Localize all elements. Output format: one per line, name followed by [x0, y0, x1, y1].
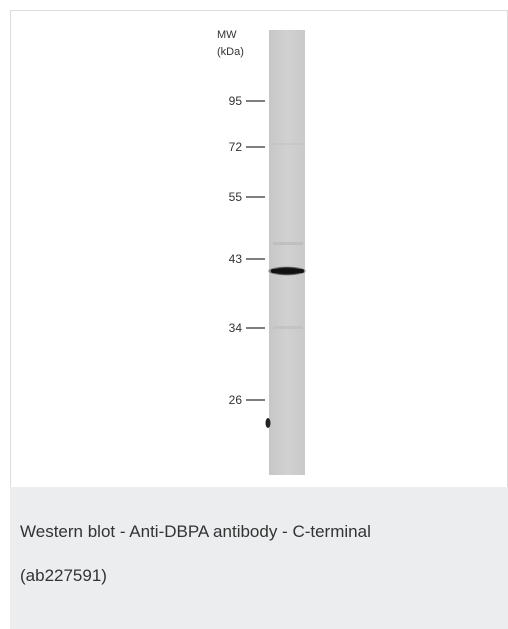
image-caption: Western blot - Anti-DBPA antibody - C-te…	[20, 510, 500, 598]
caption-line-1: Western blot - Anti-DBPA antibody - C-te…	[20, 522, 371, 541]
faint-band	[273, 242, 303, 245]
marker-label: 72	[229, 140, 243, 154]
marker-label: 26	[229, 393, 243, 407]
caption-line-2: (ab227591)	[20, 566, 107, 585]
marker-72: 72	[229, 140, 265, 154]
western-blot-figure: MW (kDa) 95 72 55	[217, 29, 306, 475]
western-blot-image-panel[interactable]: MW (kDa) 95 72 55	[10, 10, 508, 488]
marker-34: 34	[229, 321, 265, 335]
marker-label: 43	[229, 252, 243, 266]
marker-label: 34	[229, 321, 243, 335]
marker-43: 43	[229, 252, 265, 266]
marker-95: 95	[229, 94, 265, 108]
mw-label: MW	[217, 29, 237, 41]
product-image-card: MW (kDa) 95 72 55	[10, 10, 508, 629]
blot-lane	[269, 30, 305, 475]
faint-band	[273, 326, 303, 329]
faint-band	[273, 143, 303, 145]
kda-label: (kDa)	[217, 46, 244, 58]
marker-label: 95	[229, 94, 243, 108]
marker-26: 26	[229, 393, 265, 407]
edge-artifact	[265, 418, 271, 428]
marker-55: 55	[229, 190, 265, 204]
marker-label: 55	[229, 190, 243, 204]
image-caption-panel: Western blot - Anti-DBPA antibody - C-te…	[10, 487, 508, 629]
main-band-core	[271, 269, 304, 273]
